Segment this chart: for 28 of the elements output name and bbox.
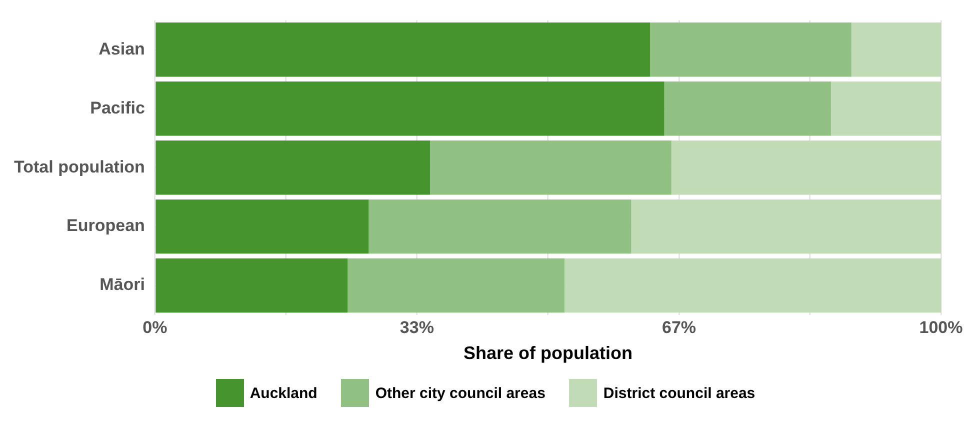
bar [156,140,430,195]
x-tick-label: 0% [142,318,168,337]
bar [156,82,664,136]
y-tick-label: European [66,216,145,236]
bar [156,258,348,313]
legend-label: District council areas [603,384,756,402]
y-tick-label: Total population [14,157,145,176]
bar [156,22,650,77]
legend-label: Auckland [250,384,318,402]
bar [631,199,941,254]
x-tick-label: 67% [662,318,696,337]
bar [671,140,941,195]
x-tick-label: 33% [400,318,434,337]
y-tick-label: Pacific [90,98,145,118]
bar [564,258,941,313]
x-tick-label: 100% [919,318,963,337]
y-tick-label: Asian [98,39,145,58]
bar [830,82,941,136]
y-tick-label: Māori [100,275,145,294]
bar [348,258,564,313]
bar [851,22,941,77]
legend-label: Other city council areas [375,384,546,402]
bar [368,199,632,254]
bar [664,82,831,136]
bar [430,140,672,195]
x-axis-title: Share of population [463,343,632,364]
bar [650,22,852,77]
bar [156,199,369,254]
